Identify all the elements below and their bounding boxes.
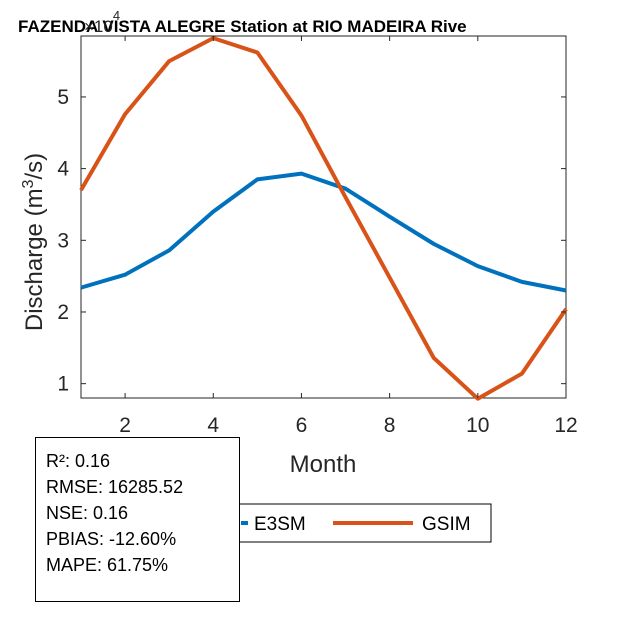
stat-r2: R²: 0.16 [46, 451, 111, 471]
y-axis-label-sup: 3 [20, 179, 37, 188]
y-exponent-power: 4 [113, 8, 120, 23]
series-line-gsim [79, 36, 568, 401]
x-tick-label: 2 [119, 414, 131, 437]
chart-title: FAZENDA VISTA ALEGRE Station at RIO MADE… [18, 17, 467, 36]
y-tick-label: 2 [57, 301, 69, 324]
stats-box: R²: 0.16 RMSE: 16285.52 NSE: 0.16 PBIAS:… [35, 437, 240, 602]
x-tick-label: 6 [296, 414, 308, 437]
x-tick-label: 4 [207, 414, 219, 437]
stat-nse: NSE: 0.16 [46, 503, 129, 523]
legend: E3SM GSIM [232, 503, 492, 543]
y-tick-label: 5 [57, 86, 69, 109]
y-tick-label: 1 [57, 373, 69, 396]
x-axis-label: Month [290, 451, 357, 478]
y-tick-label: 3 [57, 229, 69, 252]
x-tick-label: 12 [554, 414, 577, 437]
y-axis-label: Discharge (m3/s) [20, 153, 48, 331]
y-exponent: ×104 [84, 8, 120, 36]
y-tick-label: 4 [57, 158, 69, 181]
stat-rmse: RMSE: 16285.52 [46, 477, 184, 497]
x-axis: 2 4 6 8 10 12 [119, 36, 578, 437]
x-tick-label: 8 [384, 414, 396, 437]
y-axis-label-end: /s) [21, 153, 48, 180]
stat-mape: MAPE: 61.75% [46, 555, 169, 575]
axes-box [80, 35, 567, 399]
plot-area [80, 35, 567, 399]
stat-pbias: PBIAS: -12.60% [46, 529, 177, 549]
x-tick-label: 10 [466, 414, 489, 437]
legend-label-gsim: GSIM [422, 514, 471, 535]
legend-label-e3sm: E3SM [254, 514, 306, 535]
y-exponent-base: ×10 [84, 17, 113, 36]
y-axis-label-text: Discharge (m [21, 188, 48, 331]
y-axis: 1 2 3 4 5 [57, 86, 566, 396]
series-layer [79, 36, 568, 401]
series-line-e3sm [80, 171, 567, 293]
